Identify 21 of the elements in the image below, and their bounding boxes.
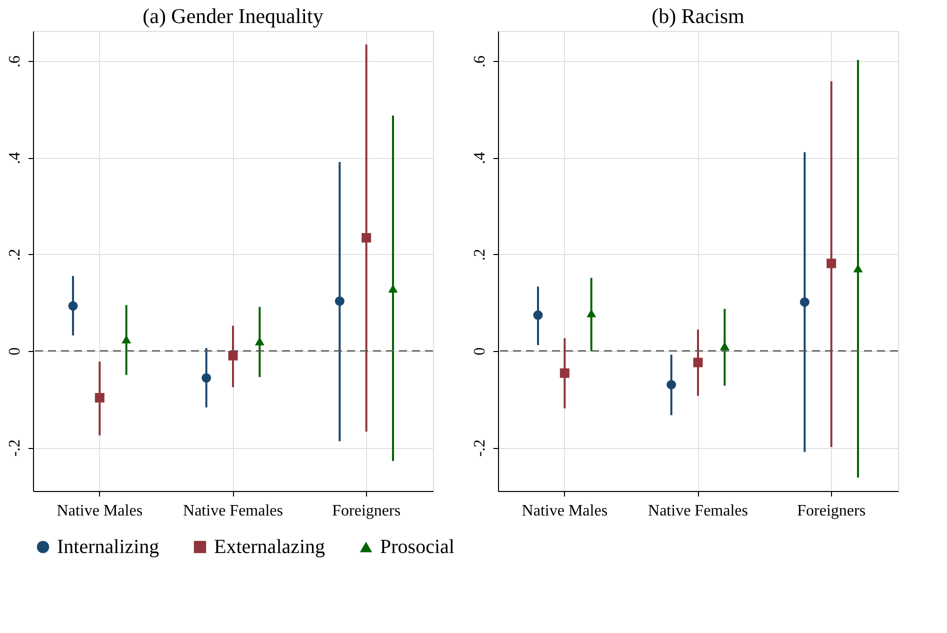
chart-title: (a) Gender Inequality (142, 4, 324, 28)
x-tick-label: Native Males (56, 502, 143, 520)
chart-title: (b) Racism (652, 4, 744, 28)
y-tick-label: .6 (6, 55, 24, 68)
y-tick-label: -.2 (6, 439, 24, 457)
y-tick-label: .4 (472, 152, 488, 164)
x-tick-label: Native Males (522, 502, 608, 520)
legend-label: Internalizing (57, 536, 160, 558)
y-tick-label: 0 (6, 347, 24, 356)
y-tick-label: .2 (6, 248, 24, 261)
y-tick-label: .2 (472, 248, 488, 261)
y-tick-label: .6 (472, 55, 488, 68)
x-tick-label: Foreigners (332, 502, 401, 520)
x-tick-label: Foreigners (797, 502, 866, 520)
legend-label: Prosocial (380, 536, 455, 558)
y-tick-label: 0 (472, 347, 488, 356)
y-tick-label: .4 (6, 152, 24, 164)
x-tick-label: Native Females (183, 502, 283, 520)
legend-label: Externalazing (214, 536, 326, 558)
y-tick-label: -.2 (472, 439, 488, 457)
x-tick-label: Native Females (648, 502, 748, 520)
